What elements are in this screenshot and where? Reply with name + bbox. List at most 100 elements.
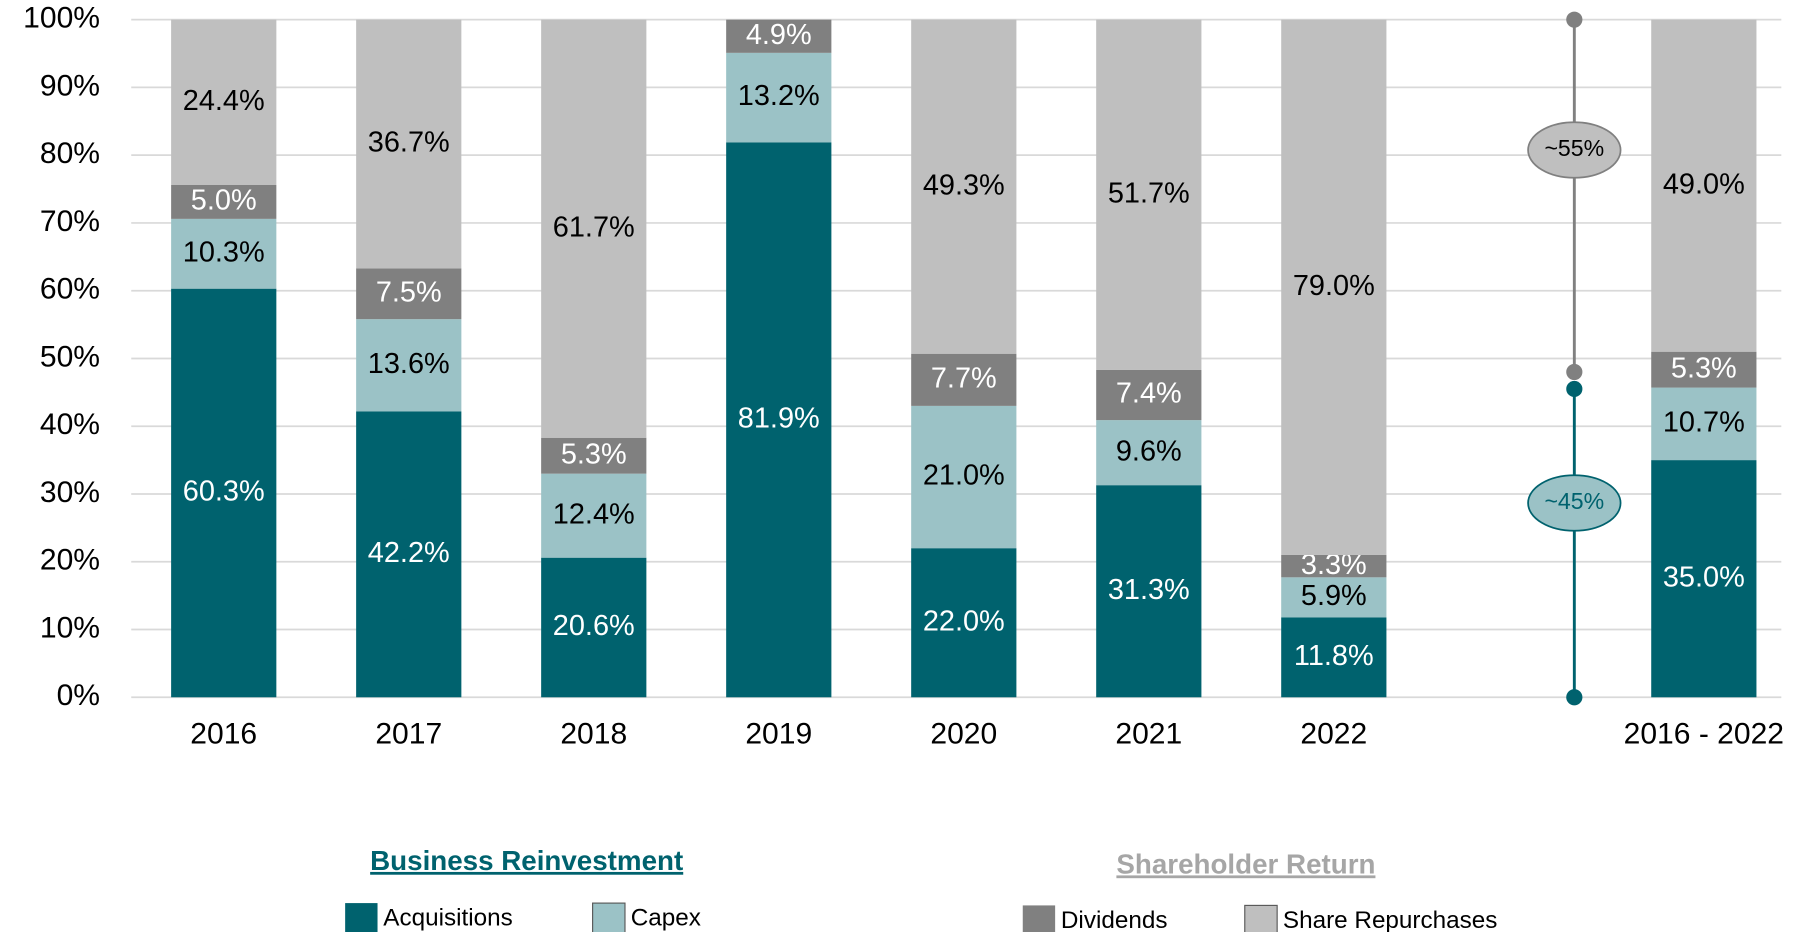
bracket-end: [1566, 363, 1583, 381]
annotation-text: ~45%: [1544, 488, 1604, 514]
annotation-oval: [1527, 474, 1622, 532]
y-tick-label: 30%: [40, 476, 100, 509]
x-tick-label: 2016: [190, 717, 257, 750]
bar-segment: [171, 184, 277, 219]
data-label: 79.0%: [1293, 270, 1375, 302]
bar-segment: [1651, 19, 1757, 352]
y-tick-label: 70%: [40, 205, 100, 238]
annotation-text: ~55%: [1544, 135, 1604, 161]
y-tick-label: 100%: [23, 2, 100, 35]
legend-swatch: [1244, 904, 1278, 932]
bar-segment: [171, 218, 277, 289]
legend-label: Acquisitions: [383, 905, 512, 932]
legend-swatch: [345, 903, 378, 932]
data-label: 7.7%: [931, 362, 997, 394]
bar-segment: [1651, 351, 1757, 388]
bar-segment: [911, 353, 1017, 406]
bar-segment: [726, 142, 832, 698]
bar-segment: [356, 268, 462, 320]
data-label: 31.3%: [1108, 574, 1190, 606]
data-label: 11.8%: [1294, 640, 1374, 672]
bar-segment: [911, 19, 1017, 354]
y-tick-label: 80%: [40, 137, 100, 170]
bar-segment: [356, 319, 462, 412]
data-label: 35.0%: [1663, 561, 1745, 593]
bar-segment: [911, 548, 1017, 698]
bracket-end: [1566, 380, 1583, 398]
y-tick-label: 40%: [40, 408, 100, 441]
bar-segment: [356, 411, 462, 698]
x-tick-label: 2022: [1300, 717, 1367, 750]
data-label: 13.2%: [738, 80, 820, 112]
legend-label: Dividends: [1061, 907, 1168, 932]
bar-segment: [356, 19, 462, 269]
bar-segment: [541, 19, 647, 438]
data-label: 61.7%: [553, 211, 635, 243]
legend-group-title: Shareholder Return: [1116, 848, 1375, 879]
bracket-end: [1566, 11, 1583, 28]
y-tick-label: 20%: [40, 544, 100, 577]
data-label: 51.7%: [1108, 177, 1190, 209]
data-label: 5.0%: [191, 185, 257, 217]
bar-segment: [911, 405, 1017, 549]
data-label: 81.9%: [738, 402, 820, 434]
bar-segment: [1281, 617, 1387, 698]
data-label: 7.4%: [1116, 378, 1182, 410]
x-tick-label: 2018: [560, 717, 627, 750]
bar-segment: [726, 52, 832, 143]
x-tick-label: 2020: [930, 717, 997, 750]
bracket-end: [1566, 689, 1583, 706]
data-label: 36.7%: [368, 127, 450, 159]
x-tick-label: 2016 - 2022: [1624, 717, 1784, 750]
data-label: 5.3%: [561, 438, 627, 470]
legend-label: Capex: [631, 905, 701, 932]
data-label: 49.0%: [1663, 168, 1745, 200]
data-label: 42.2%: [368, 537, 450, 569]
x-tick-label: 2017: [375, 717, 442, 750]
data-label: 22.0%: [923, 605, 1005, 637]
data-label: 20.6%: [553, 610, 635, 642]
y-tick-label: 10%: [40, 611, 100, 644]
bar-segment: [541, 473, 647, 558]
bar-segment: [1096, 369, 1202, 421]
bar-segment: [1096, 420, 1202, 486]
data-label: 10.7%: [1663, 406, 1745, 438]
bar-segment: [1281, 19, 1387, 555]
legend-swatch: [1022, 905, 1056, 932]
data-label: 4.9%: [746, 19, 812, 51]
data-label: 9.6%: [1116, 435, 1182, 467]
bar-segment: [1281, 577, 1387, 618]
bar-segment: [171, 19, 277, 185]
bar-segment: [171, 288, 277, 698]
legend-swatch: [592, 902, 626, 932]
data-label: 12.4%: [553, 498, 635, 530]
data-label: 13.6%: [368, 348, 450, 380]
data-label: 49.3%: [923, 169, 1005, 201]
bar-segment: [541, 557, 647, 698]
y-tick-label: 60%: [40, 273, 100, 306]
data-label: 21.0%: [923, 460, 1005, 492]
data-label: 5.3%: [1671, 352, 1737, 384]
x-tick-label: 2021: [1115, 717, 1182, 750]
bar-segment: [1096, 19, 1202, 370]
y-tick-label: 50%: [40, 340, 100, 373]
x-tick-label: 2019: [745, 717, 812, 750]
bar-segment: [1651, 460, 1757, 698]
bar-segment: [1281, 554, 1387, 578]
data-label: 7.5%: [376, 276, 442, 308]
annotation-oval: [1527, 121, 1622, 179]
legend-group-title: Business Reinvestment: [370, 845, 683, 876]
bar-segment: [1096, 485, 1202, 698]
bar-segment: [1651, 387, 1757, 461]
legend-label: Share Repurchases: [1283, 907, 1497, 932]
bar-segment: [726, 19, 832, 53]
data-label: 5.9%: [1301, 580, 1367, 612]
data-label: 60.3%: [183, 476, 265, 508]
data-label: 10.3%: [183, 236, 265, 268]
data-label: 24.4%: [183, 85, 265, 117]
y-tick-label: 90%: [40, 69, 100, 102]
y-tick-label: 0%: [57, 679, 100, 712]
bar-segment: [541, 437, 647, 474]
